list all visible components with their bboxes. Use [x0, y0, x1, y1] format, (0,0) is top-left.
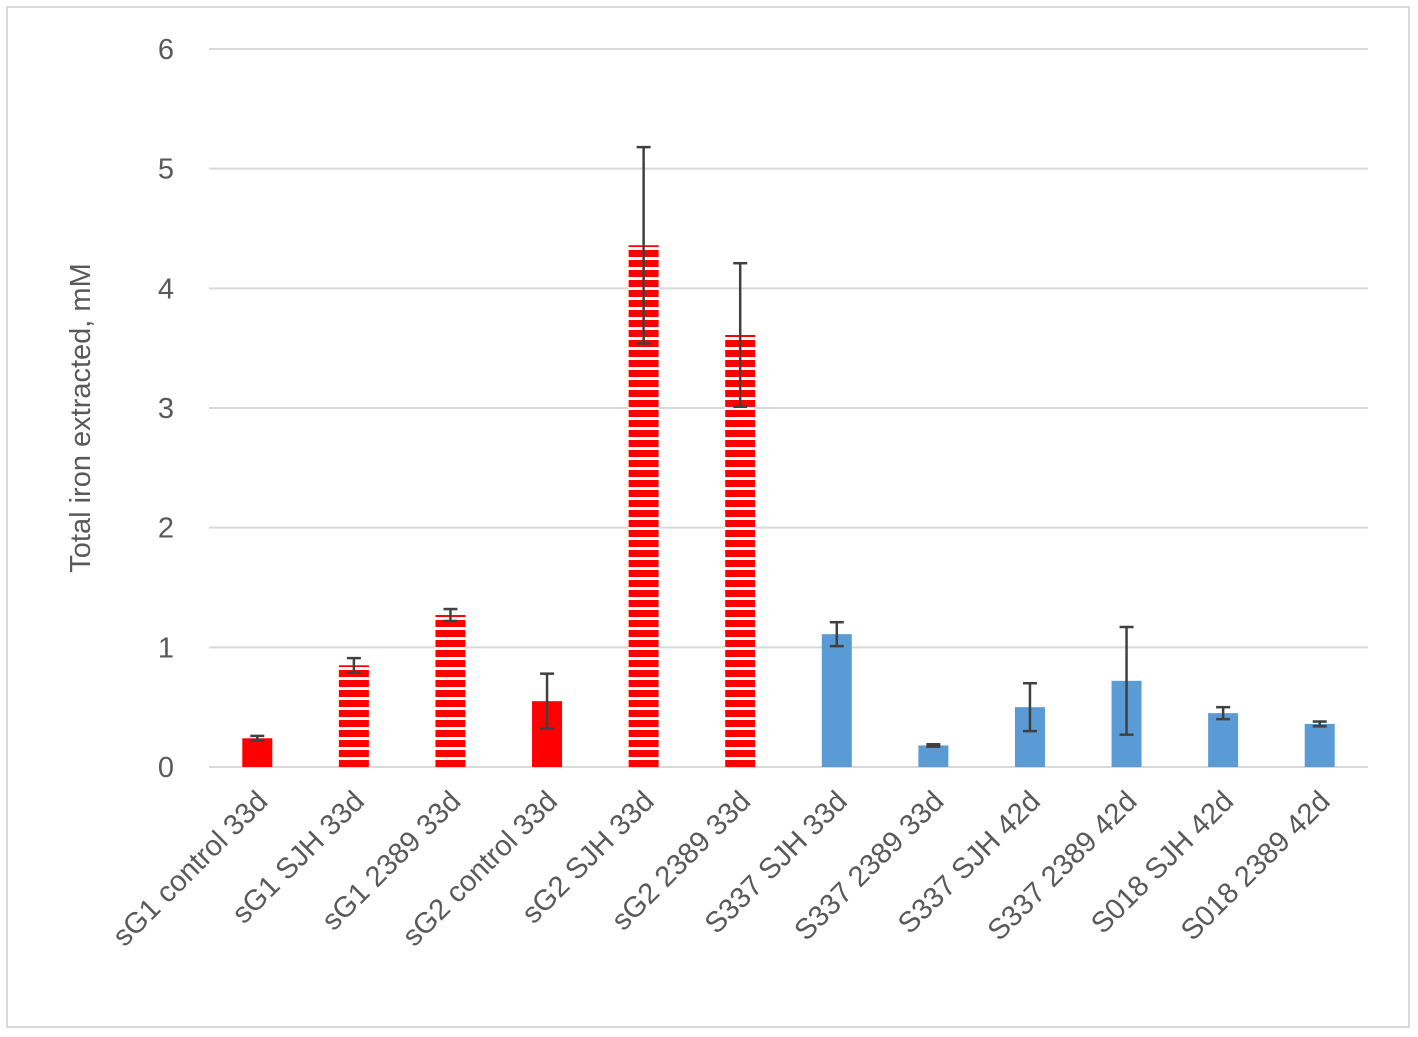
bar: [821, 634, 852, 767]
y-tick-label: 5: [158, 154, 174, 186]
bar: [338, 665, 369, 767]
error-bar: [829, 620, 844, 648]
error-bar: [1022, 681, 1037, 733]
error-bar: [1312, 720, 1327, 728]
error-bar: [636, 145, 651, 345]
error-bar: [1216, 705, 1231, 721]
y-tick-label: 6: [158, 34, 174, 66]
y-tick-label: 3: [158, 393, 174, 425]
chart-frame: [6, 6, 1410, 1028]
y-tick-label: 0: [158, 752, 174, 784]
bar: [918, 745, 949, 767]
error-bar: [250, 734, 265, 742]
bars: [242, 245, 1335, 768]
error-bar: [443, 607, 458, 623]
y-axis-title: Total iron extracted, mM: [65, 263, 97, 572]
bar: [1304, 723, 1335, 767]
bar: [242, 738, 273, 767]
y-tick-label: 1: [158, 632, 174, 664]
error-bar: [540, 672, 555, 730]
y-tick-label: 4: [158, 273, 174, 305]
bar: [435, 615, 466, 767]
gridlines: [209, 48, 1368, 768]
error-bar: [733, 261, 748, 409]
y-tick-label: 2: [158, 513, 174, 545]
error-bar: [926, 743, 941, 748]
bar: [1208, 713, 1239, 767]
error-bar: [346, 656, 361, 674]
error-bars: [250, 145, 1327, 748]
error-bar: [1119, 625, 1134, 736]
y-tick-labels: 0 1 2 3 4 5 6: [158, 34, 174, 784]
